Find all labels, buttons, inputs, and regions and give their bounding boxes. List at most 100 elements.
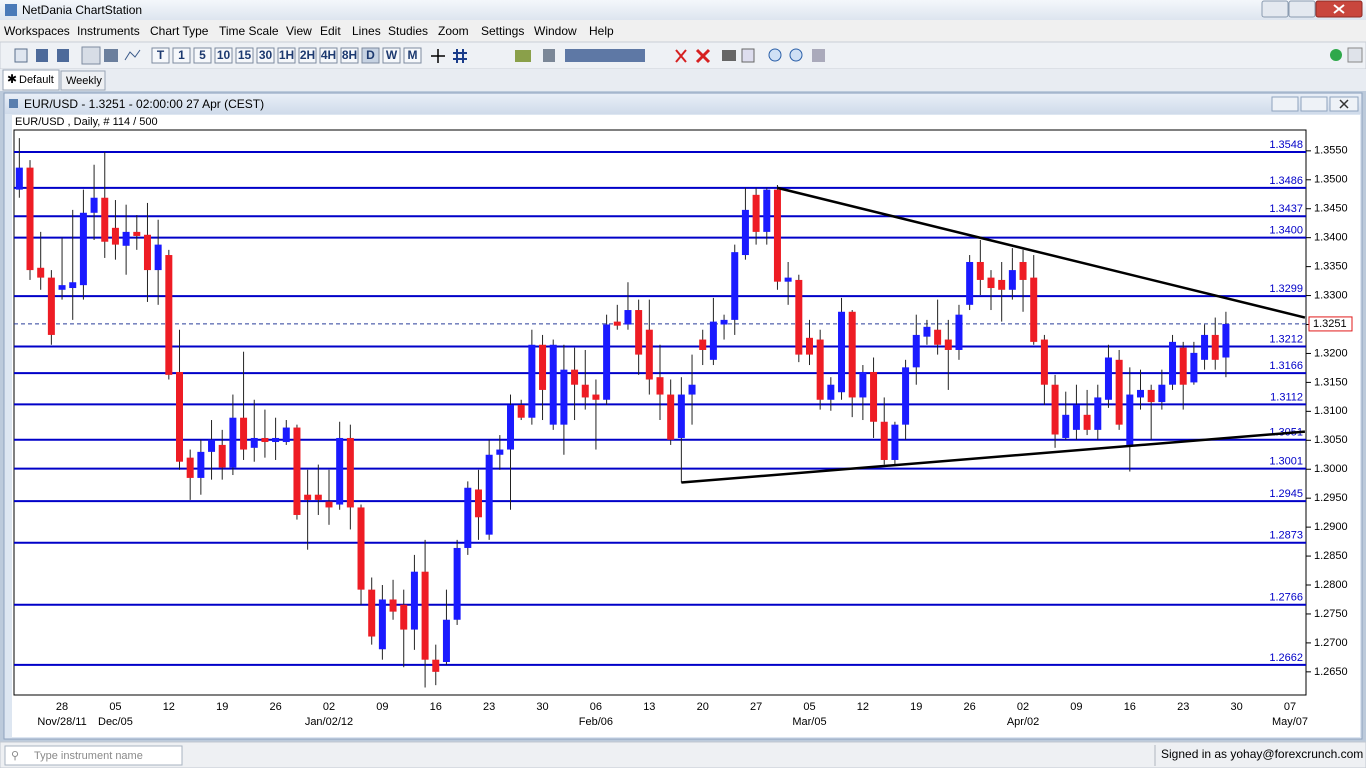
menu-item[interactable]: Time Scale [219, 24, 279, 38]
zoom-out-icon[interactable] [789, 48, 803, 62]
timeframe-button[interactable] [382, 47, 401, 64]
menu-item[interactable]: Workspaces [4, 24, 70, 38]
candle-body [763, 189, 771, 232]
level-label: 1.3299 [1269, 283, 1303, 295]
alert-icon[interactable] [543, 49, 555, 62]
candle-body [474, 489, 482, 518]
search-placeholder[interactable]: Type instrument name [34, 750, 143, 762]
y-tick-label: 1.2850 [1314, 550, 1348, 562]
timeframe-button[interactable] [214, 47, 233, 64]
candle-body [645, 329, 653, 380]
timeframe-label[interactable]: 8H [342, 48, 357, 62]
delete-all-icon[interactable] [695, 48, 711, 64]
chart-restore[interactable] [1300, 96, 1328, 112]
x-tick-label: 26 [964, 701, 976, 713]
candle-type-icon[interactable] [81, 46, 101, 65]
candle-body [507, 404, 515, 450]
candle-body [699, 339, 707, 350]
timeframe-button[interactable] [256, 47, 275, 64]
zoom-in-icon[interactable] [768, 48, 782, 62]
studies-icon[interactable] [515, 50, 531, 62]
candle-body [58, 285, 66, 290]
save-all-icon[interactable] [57, 49, 69, 62]
candle-body [293, 427, 301, 515]
candle-body [731, 252, 739, 320]
candle-body [432, 659, 440, 672]
status-bar [0, 741, 1366, 768]
x-date-label: Feb/06 [579, 716, 613, 728]
minimize-button[interactable] [1261, 0, 1289, 18]
timeframe-label[interactable]: 30 [259, 48, 273, 62]
timeframe-button[interactable] [403, 47, 422, 64]
timeframe-label[interactable]: 5 [199, 48, 206, 62]
timeframe-label[interactable]: 4H [321, 48, 336, 62]
timeframe-label[interactable]: T [157, 48, 165, 62]
candle-body [304, 494, 312, 500]
menu-item[interactable]: View [286, 24, 312, 38]
candle-body [517, 404, 525, 418]
delete-icon[interactable] [675, 49, 687, 63]
level-label: 1.3166 [1269, 360, 1303, 372]
candle-body [752, 194, 760, 232]
tab-default[interactable] [2, 69, 60, 91]
timeframe-label[interactable]: 10 [217, 48, 231, 62]
menu-item[interactable]: Edit [320, 24, 341, 38]
preview-icon[interactable] [741, 48, 755, 63]
instrument-search[interactable] [4, 745, 183, 766]
timeframe-label[interactable]: 15 [238, 48, 252, 62]
tab-label[interactable]: Default [19, 74, 54, 86]
print-icon[interactable] [722, 50, 736, 61]
timeframe-label[interactable]: 2H [300, 48, 315, 62]
tab-label[interactable]: Weekly [66, 75, 102, 87]
timeframe-button[interactable] [340, 47, 359, 64]
candle-body [133, 231, 141, 236]
save-icon[interactable] [36, 49, 48, 62]
candle-body [240, 417, 248, 450]
timeframe-button[interactable] [151, 47, 170, 64]
candle-body [880, 421, 888, 460]
drawing-tools[interactable] [565, 49, 645, 62]
timeframe-label[interactable]: W [386, 48, 398, 62]
zoom-reset-icon[interactable] [812, 49, 825, 62]
timeframe-label[interactable]: 1H [279, 48, 294, 62]
menu-item[interactable]: Chart Type [150, 24, 209, 38]
level-label: 1.2662 [1269, 652, 1303, 664]
y-tick-label: 1.3350 [1314, 261, 1348, 273]
candle-body [1147, 389, 1155, 403]
chart-window-title-bar [5, 94, 1361, 114]
menu-item[interactable]: Window [534, 24, 577, 38]
menu-item[interactable]: Instruments [77, 24, 140, 38]
line-type-icon[interactable] [124, 49, 141, 61]
candle-body [1030, 277, 1038, 342]
menu-item[interactable]: Studies [388, 24, 428, 38]
timeframe-button[interactable] [277, 47, 296, 64]
maximize-button[interactable] [1288, 0, 1316, 18]
timeframe-label[interactable]: D [366, 48, 375, 62]
timeframe-button[interactable] [319, 47, 338, 64]
x-date-label: Nov/28/11 [37, 716, 86, 728]
timeframe-label[interactable]: M [408, 48, 418, 62]
timeframe-button[interactable] [361, 47, 380, 64]
candle-body [272, 437, 280, 443]
menu-item[interactable]: Lines [352, 24, 381, 38]
menu-item[interactable]: Help [589, 24, 614, 38]
timeframe-label[interactable]: 1 [178, 48, 185, 62]
bar-type-icon[interactable] [104, 49, 118, 62]
x-tick-label: 05 [803, 701, 815, 713]
tab-weekly[interactable] [60, 70, 106, 91]
timeframe-button[interactable] [172, 47, 191, 64]
toolbar-menu[interactable] [1347, 47, 1363, 63]
x-date-label: Apr/02 [1007, 716, 1039, 728]
chart-minimize[interactable] [1271, 96, 1299, 112]
menu-item[interactable]: Settings [481, 24, 524, 38]
grid-icon[interactable] [453, 49, 467, 63]
chart-close-icon [1339, 99, 1349, 109]
crosshair-icon[interactable] [431, 49, 445, 63]
timeframe-button[interactable] [193, 47, 212, 64]
timeframe-button[interactable] [298, 47, 317, 64]
timeframe-button[interactable] [235, 47, 254, 64]
new-icon[interactable] [14, 48, 28, 63]
level-label: 1.3486 [1269, 175, 1303, 187]
menu-item[interactable]: Zoom [438, 24, 469, 38]
candle-body [1083, 414, 1091, 430]
